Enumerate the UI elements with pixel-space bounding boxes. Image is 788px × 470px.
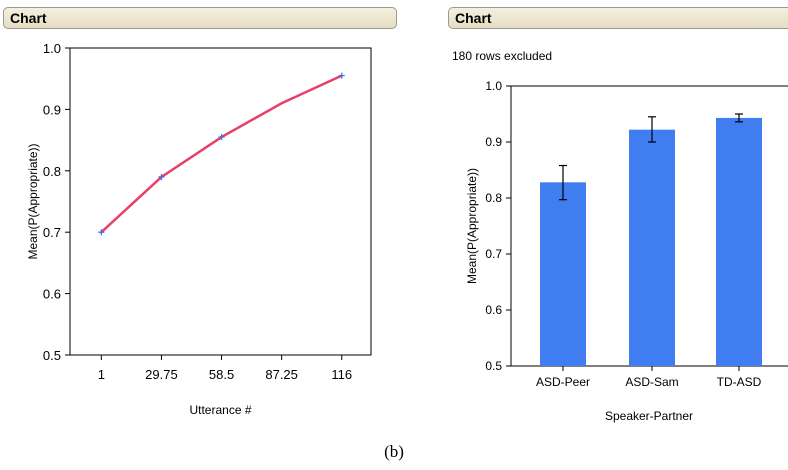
left-y-tick-label: 0.8 xyxy=(43,164,61,179)
right-y-tick-label: 0.6 xyxy=(485,303,502,317)
left-x-tick-label: 1 xyxy=(98,367,105,382)
left-data-point xyxy=(218,134,225,141)
left-y-tick-label: 0.7 xyxy=(43,225,61,240)
left-y-axis-title: Mean(P(Appropriate)) xyxy=(26,143,40,259)
right-x-axis-title: Speaker-Partner xyxy=(605,409,693,423)
left-x-axis-title: Utterance # xyxy=(189,403,251,417)
left-data-point xyxy=(98,229,105,236)
left-x-tick-label: 87.25 xyxy=(265,367,298,382)
right-x-tick-label: ASD-Peer xyxy=(536,375,590,389)
left-y-tick-label: 0.9 xyxy=(43,102,61,117)
right-y-axis-title: Mean(P(Appropriate)) xyxy=(465,168,479,284)
left-x-tick-label: 116 xyxy=(331,367,352,382)
left-y-tick-label: 0.5 xyxy=(43,348,61,363)
right-y-tick-label: 1.0 xyxy=(485,79,502,93)
right-y-tick-label: 0.5 xyxy=(485,359,502,373)
right-x-tick-label: ASD-Sam xyxy=(625,375,678,389)
left-y-tick-label: 1.0 xyxy=(43,41,61,56)
left-data-point xyxy=(158,173,165,180)
left-data-point xyxy=(338,72,345,79)
right-panel-title: Chart xyxy=(455,10,492,26)
bar-td-asd xyxy=(716,117,762,366)
left-panel-title: Chart xyxy=(10,10,47,26)
right-y-tick-label: 0.7 xyxy=(485,247,502,261)
rows-excluded-note: 180 rows excluded xyxy=(452,49,553,63)
bar-asd-sam xyxy=(629,129,675,366)
right-y-tick-label: 0.9 xyxy=(485,135,502,149)
left-x-tick-label: 58.5 xyxy=(209,367,234,382)
left-panel-header[interactable]: Chart xyxy=(3,7,397,29)
left-x-tick-label: 29.75 xyxy=(145,367,178,382)
right-x-tick-label: TD-ASD xyxy=(717,375,762,389)
bar-asd-peer xyxy=(540,182,586,366)
left-y-tick-label: 0.6 xyxy=(43,287,61,302)
right-panel-header[interactable]: Chart xyxy=(448,7,788,29)
figure-caption: (b) xyxy=(384,442,404,461)
left-plot-frame xyxy=(69,47,372,356)
right-y-tick-label: 0.8 xyxy=(485,191,502,205)
